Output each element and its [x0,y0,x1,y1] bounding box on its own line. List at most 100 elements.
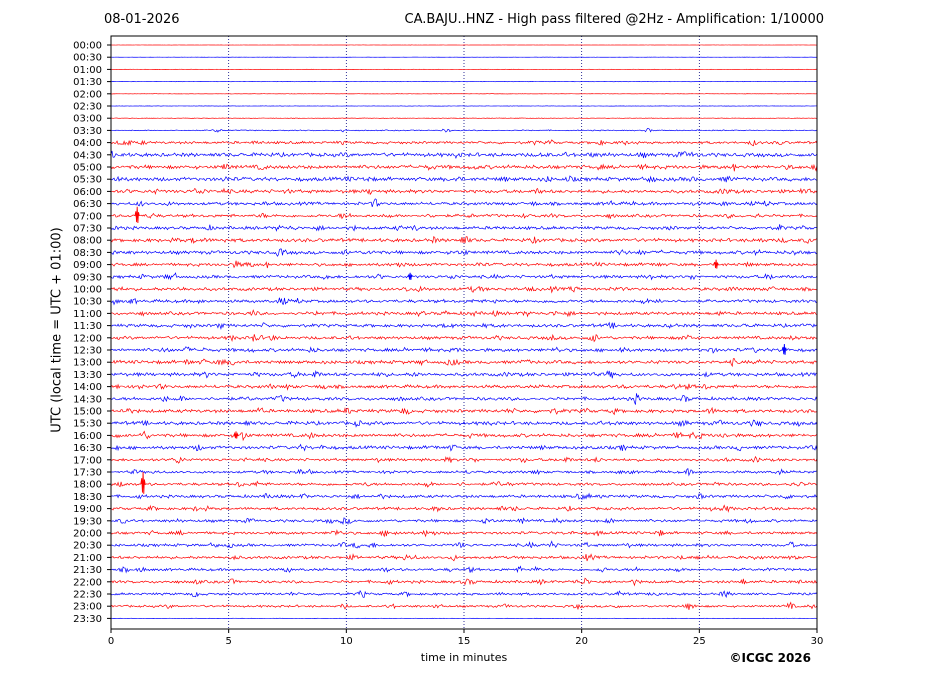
seismic-trace [110,358,818,368]
y-tick-label: 06:30 [73,199,102,210]
seismic-trace [110,443,818,452]
seismic-trace [110,455,818,464]
y-tick-label: 09:30 [73,272,102,283]
x-tick-layer: 0 5 10 15 20 25 30 [108,629,824,647]
seismic-trace [110,492,818,501]
trace-layer [110,44,818,619]
x-tick-label: 30 [811,636,824,647]
y-tick-label: 10:00 [73,285,102,296]
y-tick-label: 02:00 [73,89,102,100]
seismic-trace [110,370,818,379]
x-tick-label: 0 [108,636,114,647]
seismic-trace [110,150,818,160]
y-tick-label: 11:00 [73,309,102,320]
seismic-trace [110,321,818,330]
y-tick-label: 03:00 [73,114,102,125]
y-tick-label: 02:30 [73,102,102,113]
y-tick-label: 23:00 [73,602,102,613]
seismic-trace [111,565,818,574]
y-tick-label: 13:00 [73,358,102,369]
y-tick-label: 14:30 [73,394,102,405]
seismic-event-spike [781,343,787,355]
seismic-event-spike [233,431,239,439]
copyright-notice: ©ICGC 2026 [729,651,811,665]
seismic-trace [110,540,818,549]
y-tick-label: 07:00 [73,211,102,222]
y-tick-label: 16:30 [73,443,102,454]
seismic-trace [110,128,818,133]
y-tick-label: 21:30 [73,565,102,576]
y-tick-label: 12:30 [73,346,102,357]
seismic-event-spike [140,472,146,494]
seismic-trace [110,297,818,306]
seismic-trace [110,285,818,294]
x-tick-label: 15 [458,636,471,647]
y-tick-label: 04:30 [73,150,102,161]
y-tick-label: 10:30 [73,297,102,308]
x-tick-label: 10 [340,636,353,647]
seismic-trace [110,346,818,354]
y-tick-label: 22:30 [73,590,102,601]
y-tick-label: 19:30 [73,516,102,527]
seismic-event-spike [713,259,719,269]
y-tick-label: 18:00 [73,480,102,491]
seismic-trace [110,333,818,343]
y-tick-label: 08:30 [73,248,102,259]
y-tick-label: 00:30 [73,53,102,64]
x-axis-label: time in minutes [420,651,508,664]
y-tick-label: 12:00 [73,333,102,344]
seismic-trace [110,393,818,405]
y-tick-label: 13:30 [73,370,102,381]
chart-date: 08-01-2026 [104,12,180,27]
seismic-trace [110,406,818,416]
y-tick-label: 08:00 [73,236,102,247]
seismic-trace [110,260,818,269]
seismic-trace [110,419,818,428]
y-tick-label: 09:00 [73,260,102,271]
seismic-trace [110,139,818,147]
seismic-trace [110,504,818,513]
x-tick-label: 5 [225,636,231,647]
seismic-trace [110,468,818,477]
seismic-event-spike [407,272,413,281]
y-tick-label: 01:00 [73,65,102,76]
y-tick-label: 03:30 [73,126,102,137]
seismic-trace [110,601,818,610]
y-tick-label: 05:00 [73,163,102,174]
seismic-trace [110,198,818,207]
seismic-trace [110,163,818,172]
seismic-trace [110,235,818,244]
y-tick-label: 06:00 [73,187,102,198]
y-tick-label: 07:30 [73,224,102,235]
y-tick-label: 14:00 [73,382,102,393]
seismic-trace [110,248,818,257]
seismic-trace [110,517,818,525]
y-tick-label: 04:00 [73,138,102,149]
y-tick-label: 20:30 [73,541,102,552]
y-tick-label: 16:00 [73,431,102,442]
chart-title: CA.BAJU..HNZ - High pass filtered @2Hz -… [404,12,825,27]
seismic-trace [110,224,818,232]
y-tick-label: 18:30 [73,492,102,503]
seismic-trace [110,430,818,442]
y-tick-label: 20:00 [73,529,102,540]
seismic-trace [110,577,818,587]
y-tick-label: 19:00 [73,504,102,515]
y-tick-label: 05:30 [73,175,102,186]
y-tick-label: 21:00 [73,553,102,564]
y-tick-label: 17:30 [73,468,102,479]
seismic-event-spike [134,206,140,224]
seismic-trace [110,187,818,196]
y-tick-label: 00:00 [73,41,102,52]
y-tick-label: 17:00 [73,455,102,466]
x-tick-label: 20 [575,636,588,647]
seismic-trace [110,117,818,119]
seismic-trace [110,212,818,220]
seismic-trace [110,309,818,318]
seismic-trace [110,383,818,391]
y-tick-label: 01:30 [73,77,102,88]
seismic-trace [110,529,818,538]
seismic-trace [110,175,818,184]
